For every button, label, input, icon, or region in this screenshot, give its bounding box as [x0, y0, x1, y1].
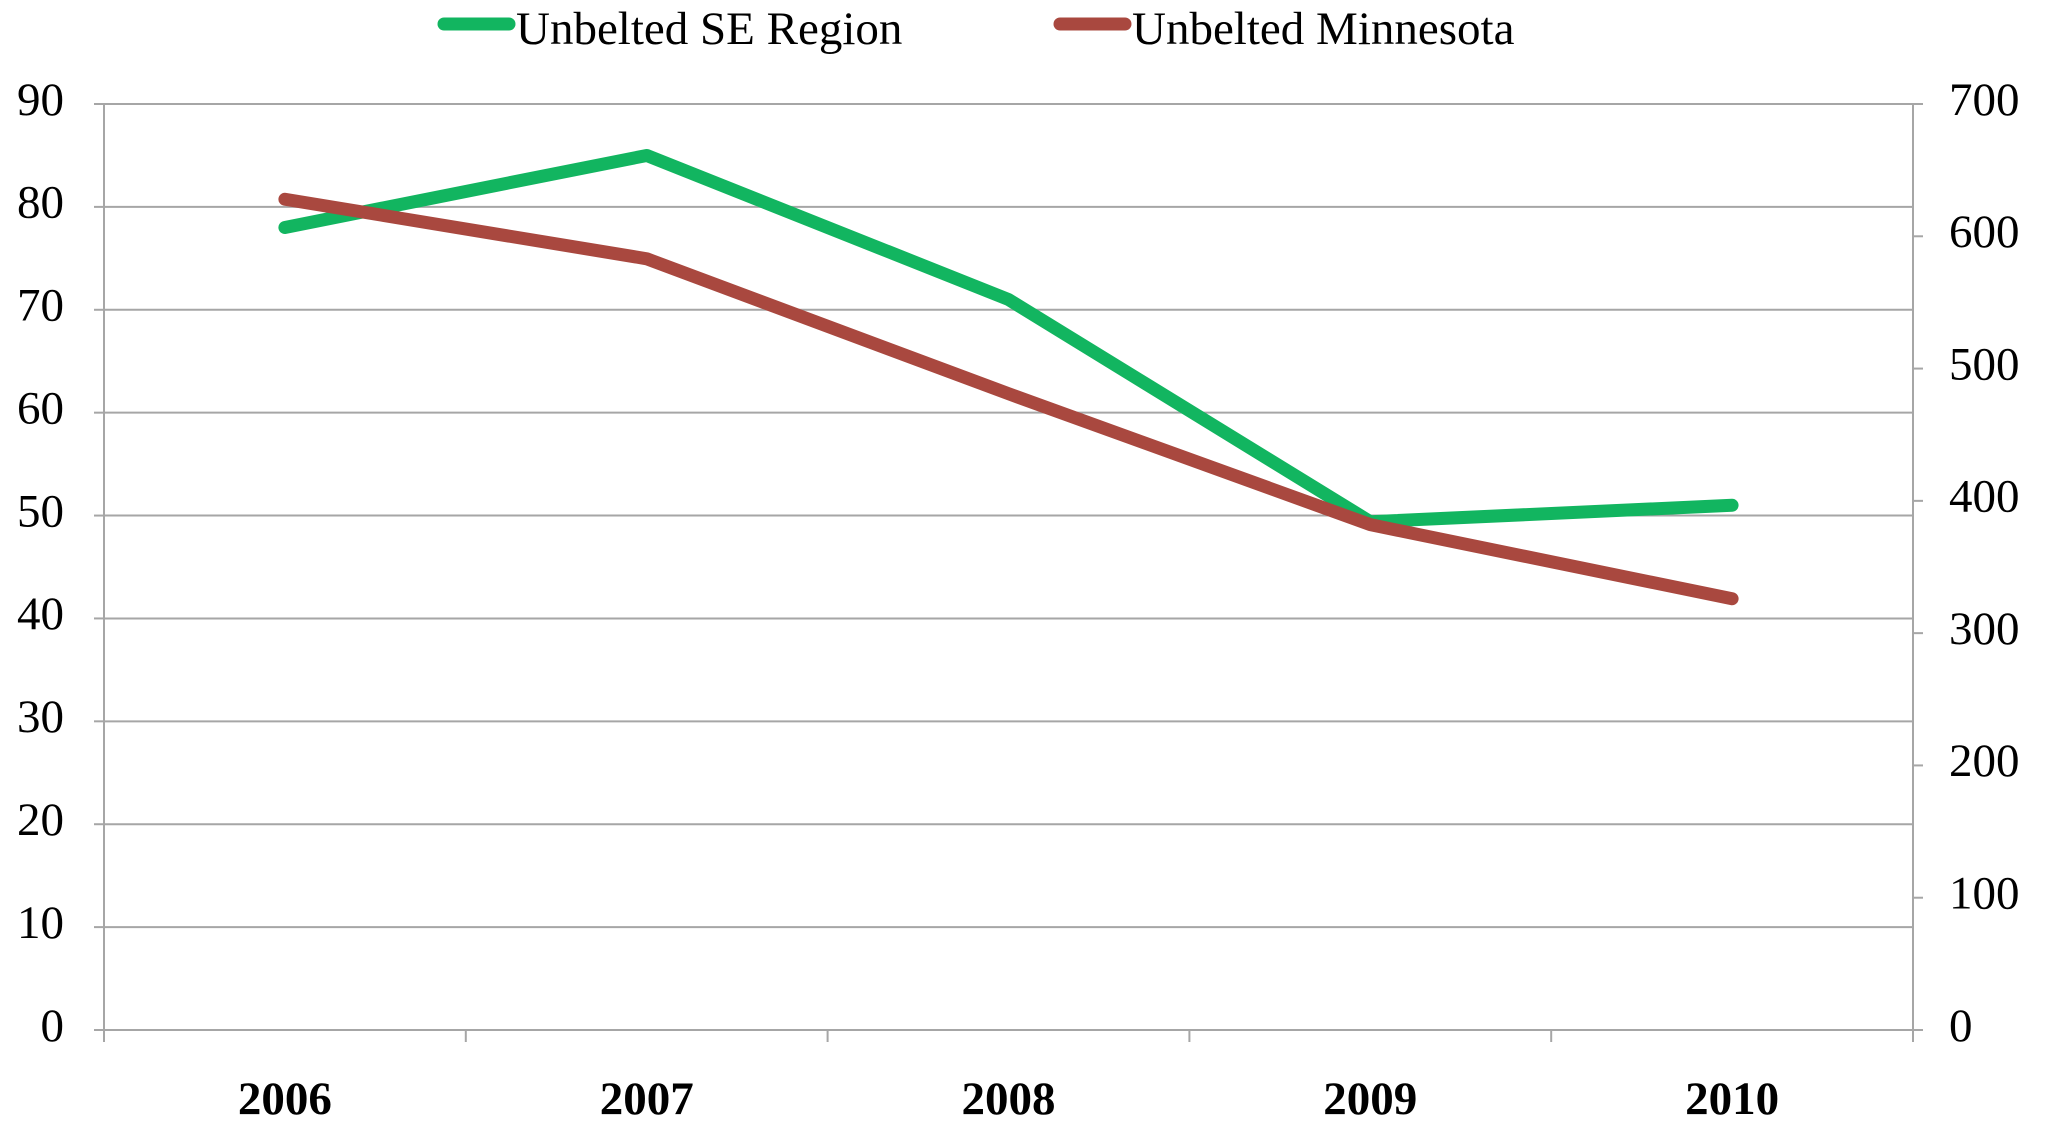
legend-label: Unbelted SE Region — [516, 3, 902, 55]
y-tick-label: 50 — [17, 485, 64, 537]
y-tick-label: 80 — [17, 177, 64, 229]
y2-tick-label: 0 — [1949, 1000, 1973, 1052]
y2-tick-label: 400 — [1949, 471, 2020, 523]
x-tick-label: 2009 — [1323, 1073, 1417, 1125]
y2-tick-label: 200 — [1949, 735, 2020, 787]
y2-tick-label: 500 — [1949, 338, 2020, 390]
y2-tick-label: 300 — [1949, 603, 2020, 655]
x-tick-label: 2008 — [962, 1073, 1056, 1125]
y-tick-label: 0 — [41, 1000, 65, 1052]
y-tick-label: 70 — [17, 280, 64, 332]
y-tick-label: 60 — [17, 382, 64, 434]
series-line — [278, 192, 1739, 606]
legend-label: Unbelted Minnesota — [1132, 3, 1515, 55]
y-tick-label: 30 — [17, 691, 64, 743]
y-tick-label: 20 — [17, 794, 64, 846]
y2-tick-label: 600 — [1949, 206, 2020, 258]
y2-tick-label: 100 — [1949, 867, 2020, 919]
y-tick-label: 90 — [17, 74, 64, 126]
series-line — [278, 148, 1739, 529]
y-tick-label: 10 — [17, 897, 64, 949]
x-tick-label: 2010 — [1685, 1073, 1779, 1125]
y2-tick-label: 700 — [1949, 74, 2020, 126]
y-tick-label: 40 — [17, 588, 64, 640]
x-tick-label: 2007 — [600, 1073, 694, 1125]
x-tick-label: 2006 — [238, 1073, 332, 1125]
